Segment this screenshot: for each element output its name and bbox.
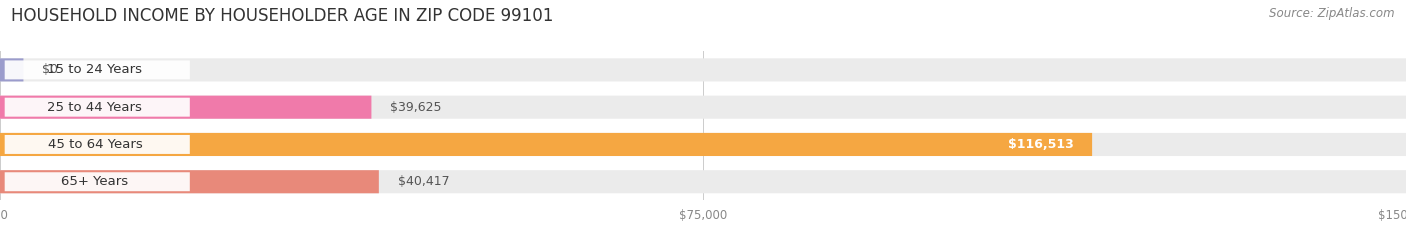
FancyBboxPatch shape [4, 98, 190, 117]
FancyBboxPatch shape [0, 133, 1092, 156]
FancyBboxPatch shape [0, 170, 378, 193]
Text: 25 to 44 Years: 25 to 44 Years [48, 101, 142, 114]
Text: $39,625: $39,625 [389, 101, 441, 114]
Text: 15 to 24 Years: 15 to 24 Years [48, 63, 142, 76]
Text: $40,417: $40,417 [398, 175, 449, 188]
FancyBboxPatch shape [0, 58, 1406, 82]
FancyBboxPatch shape [0, 96, 371, 119]
FancyBboxPatch shape [4, 172, 190, 191]
FancyBboxPatch shape [0, 133, 1406, 156]
FancyBboxPatch shape [0, 170, 1406, 193]
Text: $116,513: $116,513 [1008, 138, 1073, 151]
Text: 45 to 64 Years: 45 to 64 Years [48, 138, 142, 151]
Text: 65+ Years: 65+ Years [62, 175, 128, 188]
FancyBboxPatch shape [0, 58, 24, 82]
Text: HOUSEHOLD INCOME BY HOUSEHOLDER AGE IN ZIP CODE 99101: HOUSEHOLD INCOME BY HOUSEHOLDER AGE IN Z… [11, 7, 554, 25]
Text: Source: ZipAtlas.com: Source: ZipAtlas.com [1270, 7, 1395, 20]
FancyBboxPatch shape [4, 135, 190, 154]
FancyBboxPatch shape [0, 96, 1406, 119]
FancyBboxPatch shape [4, 60, 190, 79]
Text: $0: $0 [42, 63, 58, 76]
